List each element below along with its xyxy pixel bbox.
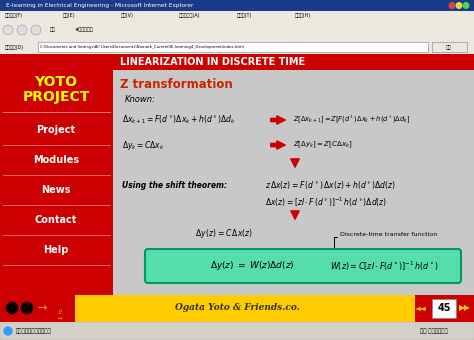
FancyBboxPatch shape — [0, 0, 474, 11]
Text: C:\Documents and Settings\All Users\Documents\Namark_Current\IE-learning4_Develo: C:\Documents and Settings\All Users\Docu… — [40, 45, 244, 49]
FancyBboxPatch shape — [113, 70, 474, 295]
Text: ◄◄: ◄◄ — [415, 304, 427, 312]
Text: お気に入り(A): お気に入り(A) — [179, 14, 201, 18]
Text: ヘルプ(H): ヘルプ(H) — [295, 14, 311, 18]
Text: ファイル(F): ファイル(F) — [5, 14, 23, 18]
Text: 表示(V): 表示(V) — [121, 14, 134, 18]
Circle shape — [31, 25, 41, 35]
Text: アドレス(D): アドレス(D) — [5, 45, 24, 50]
FancyBboxPatch shape — [145, 249, 461, 283]
Text: ツール(T): ツール(T) — [237, 14, 252, 18]
Text: ↔: ↔ — [58, 316, 62, 321]
Text: $z\,\Delta x(z) = F\,(d^\circ)\,\Delta x(z) + h(d^\circ)\Delta d(z)$: $z\,\Delta x(z) = F\,(d^\circ)\,\Delta x… — [265, 179, 396, 191]
Text: Known:: Known: — [125, 96, 156, 104]
Text: $Z[\Delta y_k] = Z[C\Delta x_k]$: $Z[\Delta y_k] = Z[C\Delta x_k]$ — [293, 140, 353, 150]
FancyBboxPatch shape — [0, 295, 75, 322]
Text: 45: 45 — [437, 303, 451, 313]
FancyBboxPatch shape — [0, 11, 474, 21]
FancyBboxPatch shape — [432, 42, 467, 52]
FancyBboxPatch shape — [113, 54, 474, 70]
FancyBboxPatch shape — [0, 21, 474, 40]
Text: $Z[\Delta x_{k+1}] = Z[F(d^\circ)\Delta x_k + h(d^\circ)\Delta d_k]$: $Z[\Delta x_{k+1}] = Z[F(d^\circ)\Delta … — [293, 115, 410, 125]
Circle shape — [7, 303, 18, 313]
FancyBboxPatch shape — [0, 54, 113, 295]
Text: Using the shift theorem:: Using the shift theorem: — [122, 181, 227, 189]
Text: Project: Project — [36, 125, 75, 135]
Text: Z transformation: Z transformation — [120, 78, 233, 90]
Text: E-learning in Electrical Engineering - Microsoft Internet Explorer: E-learning in Electrical Engineering - M… — [6, 3, 193, 8]
Text: Ogata Yoto & Friends.co.: Ogata Yoto & Friends.co. — [174, 304, 300, 312]
Text: $\Delta x(z) = [zI \cdot F\,(d^\circ)]^{-1}\,h(d^\circ)\Delta d(z)$: $\Delta x(z) = [zI \cdot F\,(d^\circ)]^{… — [265, 195, 387, 209]
Circle shape — [21, 303, 33, 313]
Circle shape — [463, 3, 469, 8]
Text: Contact: Contact — [35, 215, 77, 225]
Text: 1¹: 1¹ — [57, 309, 63, 315]
Text: マイ コンピュータ: マイ コンピュータ — [420, 328, 448, 334]
Text: $\Delta y(z)\;=\;W(z)\Delta d(z)$: $\Delta y(z)\;=\;W(z)\Delta d(z)$ — [210, 259, 295, 272]
Text: $\Delta y\,(z) = C\,\Delta x(z)$: $\Delta y\,(z) = C\,\Delta x(z)$ — [195, 227, 253, 240]
Text: Modules: Modules — [33, 155, 79, 165]
Text: →: → — [37, 303, 46, 313]
Circle shape — [449, 3, 455, 8]
FancyBboxPatch shape — [415, 295, 474, 322]
Circle shape — [456, 3, 462, 8]
FancyBboxPatch shape — [0, 295, 474, 322]
Text: ページが表示されました: ページが表示されました — [16, 328, 52, 334]
Text: LINEARIZATION IN DISCRETE TIME: LINEARIZATION IN DISCRETE TIME — [120, 57, 305, 67]
Text: Discrete-time transfer function: Discrete-time transfer function — [340, 232, 437, 237]
FancyBboxPatch shape — [38, 42, 428, 52]
Text: ▶▶: ▶▶ — [459, 304, 471, 312]
Text: ★お気に入り: ★お気に入り — [75, 28, 94, 33]
Text: PROJECT: PROJECT — [22, 90, 90, 104]
Circle shape — [3, 25, 13, 35]
Circle shape — [4, 327, 12, 335]
Circle shape — [17, 25, 27, 35]
FancyBboxPatch shape — [432, 299, 456, 318]
Text: $W(z) = C[zI \cdot F(d^\circ)]^{-1}\,h(d^\circ)$: $W(z) = C[zI \cdot F(d^\circ)]^{-1}\,h(d… — [330, 259, 439, 273]
Text: $\Delta x_{k+1} = F(d^\circ)\Delta x_k + h(d^\circ)\Delta d_k$: $\Delta x_{k+1} = F(d^\circ)\Delta x_k +… — [122, 114, 236, 126]
Text: $\Delta y_k = C\Delta x_k$: $\Delta y_k = C\Delta x_k$ — [122, 138, 165, 152]
Text: 編集(E): 編集(E) — [63, 14, 76, 18]
FancyBboxPatch shape — [0, 40, 474, 54]
FancyBboxPatch shape — [0, 322, 474, 340]
Text: YOTO: YOTO — [35, 75, 78, 89]
Text: 検索: 検索 — [50, 28, 56, 33]
Text: News: News — [41, 185, 71, 195]
Text: Help: Help — [43, 245, 69, 255]
Text: 移動: 移動 — [446, 45, 452, 50]
